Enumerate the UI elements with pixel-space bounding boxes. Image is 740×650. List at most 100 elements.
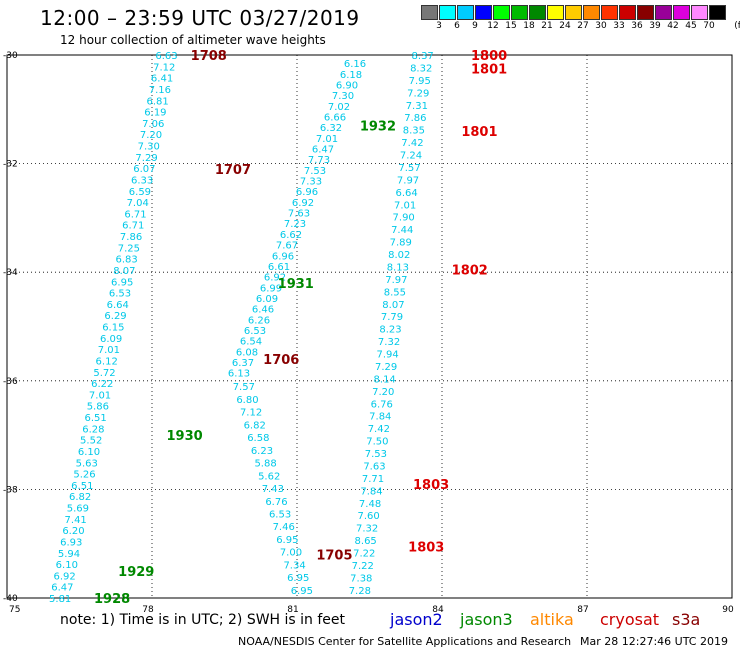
wave-height-value: 6.92 [264,273,286,284]
wave-height-value: 6.13 [228,369,250,380]
legend-swatch [583,5,600,20]
wave-height-value: 6.09 [256,294,278,305]
wave-height-value: 6.54 [240,337,262,348]
legend-swatch [493,5,510,20]
wave-height-value: 7.22 [352,561,374,572]
credit-text: NOAA/NESDIS Center for Satellite Applica… [238,635,572,648]
wave-height-value: 7.89 [390,238,412,249]
wave-height-value: 7.02 [328,102,350,113]
wave-height-value: 5.62 [258,471,280,482]
wave-height-value: 5.94 [58,549,80,560]
wave-height-value: 7.22 [353,549,375,560]
wave-height-value: 6.82 [244,420,266,431]
wave-height-value: 6.22 [91,379,113,390]
page-subtitle: 12 hour collection of altimeter wave hei… [60,33,326,47]
wave-height-value: 6.15 [102,323,124,334]
wave-height-value: 7.53 [304,166,326,177]
wave-height-value: 6.51 [71,481,93,492]
wave-height-value: 7.67 [276,241,298,252]
wave-height-value: 6.47 [51,583,73,594]
wave-height-value: 6.53 [244,326,266,337]
legend-swatch [457,5,474,20]
wave-height-value: 6.95 [287,573,309,584]
wave-height-value: 7.60 [357,511,379,522]
legend-label: 3 [436,21,442,31]
legend-label: 45 [685,21,697,31]
pass-time-label: 1931 [278,277,314,292]
wave-height-value: 8.65 [355,536,377,547]
wave-height-value: 7.53 [365,449,387,460]
wave-height-value: 6.53 [109,289,131,300]
wave-height-value: 6.07 [133,164,155,175]
wave-height-value: 5.63 [76,458,98,469]
wave-height-value: 7.48 [359,499,381,510]
wave-height-value: 6.29 [104,311,126,322]
satellite-name: altika [530,610,574,629]
legend-label: 36 [631,21,643,31]
wave-height-value: 6.10 [56,560,78,571]
wave-height-value: 7.73 [308,155,330,166]
wave-height-value: 6.23 [251,446,273,457]
wave-height-value: 6.76 [265,497,287,508]
pass-time-label: 1800 [471,49,507,64]
wave-height-value: 8.55 [384,287,406,298]
legend-swatch [529,5,546,20]
wave-height-value: 7.90 [393,213,415,224]
wave-height-value: 7.31 [406,101,428,112]
wave-height-value: 7.42 [401,138,423,149]
wave-height-value: 7.32 [356,524,378,535]
wave-height-value: 6.80 [236,395,258,406]
legend-swatch [511,5,528,20]
legend-swatch [547,5,564,20]
lon-tick-label: 81 [287,605,298,615]
legend-swatch [619,5,636,20]
wave-height-value: 7.32 [378,337,400,348]
wave-height-value: 7.46 [273,522,295,533]
units-note: note: 1) Time is in UTC; 2) SWH is in fe… [60,612,346,628]
wave-height-value: 6.90 [336,80,358,91]
wave-height-value: 6.08 [236,347,258,358]
wave-height-value: 6.20 [62,526,84,537]
wave-height-value: 7.97 [385,275,407,286]
wave-height-value: 6.19 [144,108,166,119]
wave-height-value: 7.43 [262,484,284,495]
wave-height-value: 6.64 [395,188,417,199]
wave-height-value: 5.52 [80,436,102,447]
pass-time-label: 1803 [413,478,449,493]
legend-label: 33 [613,21,625,31]
wave-height-value: 6.41 [151,74,173,85]
satellite-name: cryosat [600,610,660,629]
legend-unit: (ft) [734,21,740,31]
legend-label: 21 [541,21,553,31]
axis-labels: 75 78 81 84 87 90 -30 -32 -34 -36 -38 -40 [3,51,734,615]
lat-tick-label: -34 [3,268,18,278]
lat-tick-label: -40 [3,594,18,604]
wave-height-value: 7.50 [366,437,388,448]
legend-swatch [565,5,582,20]
wave-height-value: 6.53 [269,509,291,520]
legend-swatch [439,5,456,20]
legend-label: 12 [487,21,499,31]
wave-height-value: 6.96 [296,187,318,198]
wave-height-value: 6.62 [280,230,302,241]
wave-height-value: 5.88 [254,459,276,470]
wave-height-value: 7.23 [284,219,306,230]
time-labels: 1708 1707 1706 1705 1932 1931 1930 1929 1928 1800… [94,49,507,607]
wave-height-value: 5.86 [87,402,109,413]
pass-time-label: 1932 [360,120,396,135]
wave-height-value: 7.24 [400,151,422,162]
wave-height-value: 6.96 [272,251,294,262]
lon-tick-label: 75 [9,605,20,615]
wave-height-value: 6.33 [131,175,153,186]
legend-label: 9 [472,21,478,31]
lat-tick-label: -30 [3,51,18,61]
wave-height-value: 7.06 [142,119,164,130]
wave-height-value: 7.57 [398,163,420,174]
wave-height-value: 6.46 [252,305,274,316]
wave-height-value: 7.12 [153,62,175,73]
wave-height-value: 6.61 [268,262,290,273]
wave-height-value: 6.47 [312,145,334,156]
lon-tick-label: 87 [577,605,588,615]
wave-height-value: 6.18 [340,70,362,81]
